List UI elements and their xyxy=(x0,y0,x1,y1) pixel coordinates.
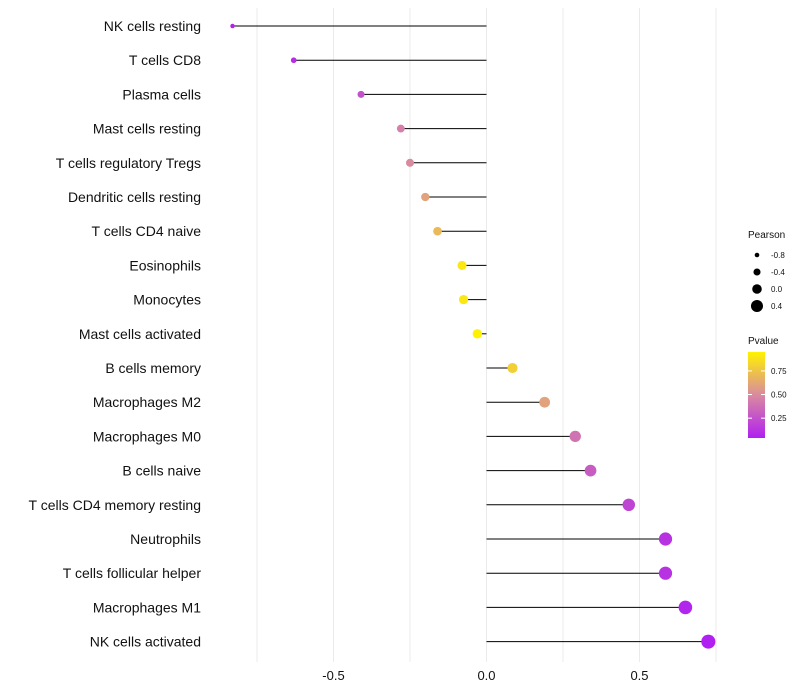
category-label: B cells naive xyxy=(122,463,201,479)
pvalue-colorbar xyxy=(748,352,765,438)
lollipop-point xyxy=(701,634,716,649)
category-label: Mast cells activated xyxy=(79,326,201,342)
category-label: Mast cells resting xyxy=(93,121,201,137)
lollipop-segments xyxy=(232,25,709,643)
size-legend-key xyxy=(754,252,760,258)
category-label: B cells memory xyxy=(105,360,201,376)
pvalue-color-legend: Pvalue 0.75 0.50 0.25 xyxy=(748,336,787,438)
size-legend-label: -0.8 xyxy=(771,251,785,260)
category-label: Macrophages M1 xyxy=(93,599,201,615)
category-label: Plasma cells xyxy=(122,86,201,102)
grid-lines xyxy=(256,8,717,662)
category-label: T cells follicular helper xyxy=(63,565,202,581)
category-label: Eosinophils xyxy=(129,257,201,273)
category-label: Dendritic cells resting xyxy=(68,189,201,205)
lollipop-point xyxy=(584,464,597,477)
lollipop-point xyxy=(405,158,415,167)
category-label: T cells regulatory Tregs xyxy=(56,155,201,171)
category-label: NK cells activated xyxy=(90,634,201,650)
lollipop-point xyxy=(569,430,581,443)
category-label: Monocytes xyxy=(133,292,201,308)
size-legend-label: -0.4 xyxy=(771,268,785,277)
size-legend-label: 0.0 xyxy=(771,285,783,294)
category-label: T cells CD4 naive xyxy=(92,223,202,239)
lollipop-point xyxy=(472,329,483,339)
category-label: Neutrophils xyxy=(130,531,201,547)
x-tick-label: -0.5 xyxy=(322,668,344,683)
category-label: Macrophages M2 xyxy=(93,394,201,410)
lollipop-point xyxy=(658,532,673,546)
category-label: NK cells resting xyxy=(104,18,201,34)
lollipop-point xyxy=(678,600,693,615)
lollipop-point xyxy=(230,23,235,29)
size-legend-key xyxy=(753,268,761,276)
category-label: T cells CD4 memory resting xyxy=(29,497,201,513)
lollipop-point xyxy=(507,362,518,374)
size-legend-key xyxy=(752,284,762,294)
category-label: Macrophages M0 xyxy=(93,428,201,444)
color-legend-label: 0.75 xyxy=(771,367,787,376)
x-tick-label: 0.0 xyxy=(477,668,495,683)
x-tick-label: 0.5 xyxy=(630,668,648,683)
color-legend-label: 0.50 xyxy=(771,391,787,400)
lollipop-point xyxy=(357,90,365,98)
lollipop-point xyxy=(457,260,467,270)
lollipop-points xyxy=(230,23,716,649)
pearson-size-legend: Pearson -0.8 -0.4 0.0 0.4 xyxy=(748,230,785,313)
x-axis-ticks: -0.5 0.0 0.5 xyxy=(322,668,648,683)
pvalue-legend-title: Pvalue xyxy=(748,336,779,347)
lollipop-point xyxy=(421,192,430,202)
lollipop-point xyxy=(290,57,297,64)
pearson-legend-title: Pearson xyxy=(748,230,785,241)
lollipop-point xyxy=(539,396,551,408)
size-legend-label: 0.4 xyxy=(771,302,783,311)
lollipop-point xyxy=(458,295,469,305)
color-legend-label: 0.25 xyxy=(771,414,787,423)
lollipop-point xyxy=(622,498,636,512)
lollipop-point xyxy=(658,566,673,580)
category-label: T cells CD8 xyxy=(129,52,201,68)
lollipop-point xyxy=(396,124,405,133)
category-labels: NK cells resting T cells CD8 Plasma cells M… xyxy=(29,18,202,650)
lollipop-point xyxy=(433,226,442,236)
size-legend-key xyxy=(750,299,764,313)
